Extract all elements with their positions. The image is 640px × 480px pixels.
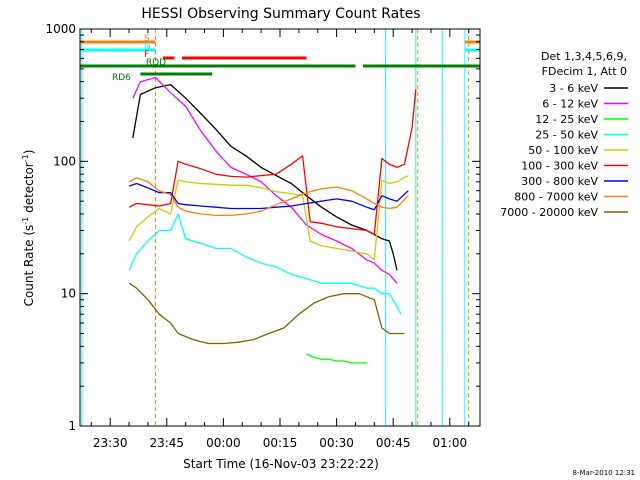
y-tick-label: 100 <box>53 154 76 168</box>
legend-label-2: 6 - 12 keV <box>542 98 598 111</box>
series-line-7 <box>128 182 409 211</box>
chart-title: HESSI Observing Summary Count Rates <box>141 6 420 22</box>
flag-label-rd6: RD6 <box>112 73 131 83</box>
series-line-9 <box>128 282 405 345</box>
series-line-3 <box>306 353 367 364</box>
series-line-4 <box>128 213 402 315</box>
footer-date: 8-Mar-2010 12:31 <box>573 469 635 477</box>
y-tick-label: 1 <box>68 419 76 433</box>
flag-label-n: N <box>144 42 151 52</box>
x-axis-label: Start Time (16-Nov-03 23:22:22) <box>183 457 379 471</box>
series-line-2 <box>132 76 398 284</box>
series-line-5 <box>128 175 409 261</box>
x-tick-label: 00:15 <box>263 436 298 450</box>
flag-label-s: S <box>144 34 150 44</box>
series-line-8 <box>128 177 409 217</box>
y-tick-label: 1000 <box>45 22 76 36</box>
series-line-1 <box>132 83 398 271</box>
plot-frame <box>79 28 481 427</box>
legend-label-4: 25 - 50 keV <box>535 129 598 142</box>
x-tick-label: 01:00 <box>433 436 468 450</box>
y-axis: 1 10 100 1000 <box>45 22 480 433</box>
legend-label-1: 3 - 6 keV <box>549 82 598 95</box>
x-tick-label: 00:30 <box>319 436 354 450</box>
x-tick-label: 23:45 <box>149 436 184 450</box>
flag-label-rdd: RDD <box>146 58 166 68</box>
y-axis-label: Count Rate (s-1 detector-1) <box>21 150 36 307</box>
flag-label-f: F <box>144 50 149 60</box>
x-tick-label: 23:30 <box>93 436 128 450</box>
x-tick-label: 00:00 <box>206 436 241 450</box>
legend: Det 1,3,4,5,6,9, FDecim 1, Att 0 3 - 6 k… <box>500 50 628 219</box>
legend-label-7: 300 - 800 keV <box>521 175 598 188</box>
y-tick-label: 10 <box>61 287 76 301</box>
series-line-6 <box>128 89 417 236</box>
legend-label-9: 7000 - 20000 keV <box>500 206 598 219</box>
legend-header-line-1: Det 1,3,4,5,6,9, <box>541 50 627 63</box>
legend-label-3: 12 - 25 keV <box>535 113 598 126</box>
x-tick-label: 00:45 <box>376 436 411 450</box>
x-axis: 23:30 23:45 00:00 00:15 00:30 00:45 01:00 <box>90 29 470 450</box>
legend-header-line-2: FDecim 1, Att 0 <box>542 65 627 78</box>
legend-label-6: 100 - 300 keV <box>521 160 598 173</box>
legend-label-8: 800 - 7000 keV <box>514 191 598 204</box>
legend-label-5: 50 - 100 keV <box>528 144 598 157</box>
